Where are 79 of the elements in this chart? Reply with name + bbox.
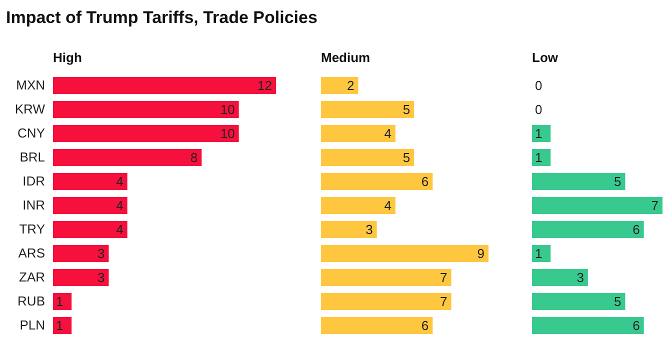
data-label: 3: [366, 222, 373, 238]
y-tick-label: INR: [22, 198, 45, 213]
bar: [53, 269, 109, 286]
bar: [53, 149, 202, 166]
data-label: 3: [576, 270, 584, 286]
bar: [321, 77, 358, 94]
bar: [53, 317, 72, 334]
data-label: 1: [56, 294, 64, 310]
data-label: 1: [535, 126, 542, 142]
chart-subtitle: High: [53, 50, 83, 67]
data-label: 0: [535, 78, 542, 94]
data-label: 12: [258, 78, 272, 94]
data-label: 1: [535, 150, 542, 166]
data-label: 5: [614, 294, 622, 310]
y-tick-label: IDR: [22, 174, 45, 189]
y-tick-label: ARS: [18, 246, 46, 261]
bar: [321, 317, 433, 334]
bar: [321, 173, 433, 190]
data-label: 5: [402, 102, 410, 118]
bar: [532, 245, 551, 262]
data-label: 4: [116, 174, 124, 190]
bar: [321, 197, 396, 214]
y-tick-label: RUB: [18, 294, 45, 309]
data-label: 10: [220, 102, 235, 118]
data-label: 7: [440, 294, 448, 310]
bar: [532, 125, 551, 142]
y-tick-label: ZAR: [19, 270, 45, 285]
bar: [321, 293, 452, 310]
data-label: 6: [421, 318, 429, 334]
bar: [532, 293, 626, 310]
data-label: 4: [116, 222, 124, 238]
y-tick-label: PLN: [20, 318, 45, 333]
y-tick-label: CNY: [18, 126, 46, 141]
y-tick-label: KRW: [14, 102, 46, 117]
bar: [53, 101, 239, 118]
bar: [53, 245, 109, 262]
data-label: 6: [632, 222, 640, 238]
bar: [321, 269, 452, 286]
bar: [53, 221, 128, 238]
y-tick-label: TRY: [19, 222, 46, 237]
bar: [321, 125, 396, 142]
bar: [532, 149, 551, 166]
data-label: 2: [346, 78, 354, 94]
bar: [532, 317, 644, 334]
bar: [53, 77, 276, 94]
data-label: 7: [440, 270, 448, 286]
chart-title: Impact of Trump Tariffs, Trade Policies: [6, 8, 318, 28]
bar: [321, 101, 414, 118]
bar: [53, 197, 128, 214]
bar: [532, 173, 626, 190]
chart-title: Medium: [321, 50, 372, 67]
data-label: 0: [535, 102, 542, 118]
data-label: 4: [384, 126, 392, 142]
bar: [532, 221, 644, 238]
bar: [321, 149, 414, 166]
data-label: 4: [116, 198, 124, 214]
data-label: 3: [98, 246, 105, 262]
data-label: 6: [632, 318, 640, 334]
y-tick-label: MXN: [16, 78, 45, 93]
data-label: 4: [384, 198, 392, 214]
data-label: 3: [98, 270, 105, 286]
data-label: 1: [535, 246, 542, 262]
bar: [53, 125, 239, 142]
data-label: 6: [421, 174, 429, 190]
bar: [321, 221, 377, 238]
bar: [53, 293, 72, 310]
bar: [321, 245, 488, 262]
data-label: 9: [477, 246, 484, 262]
data-label: 1: [56, 318, 64, 334]
data-label: 5: [614, 174, 622, 190]
data-label: 7: [651, 198, 658, 214]
bar: [532, 197, 662, 214]
bar: [53, 173, 128, 190]
bar: [532, 269, 588, 286]
data-label: 8: [190, 150, 198, 166]
data-label: 10: [220, 126, 235, 142]
data-label: 5: [402, 150, 410, 166]
chart-title: Low: [532, 50, 559, 67]
y-tick-label: BRL: [20, 150, 45, 165]
